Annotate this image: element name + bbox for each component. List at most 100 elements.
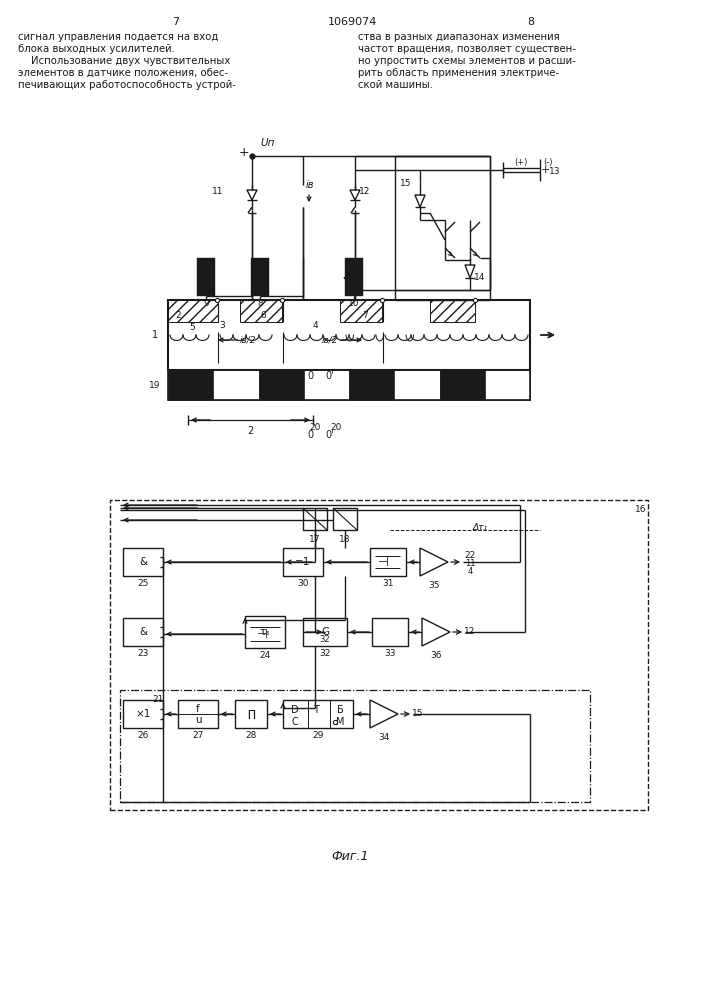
Bar [197, 258, 215, 296]
Bar [168, 370, 214, 400]
Text: 34: 34 [378, 732, 390, 742]
Text: u: u [194, 715, 201, 725]
Text: 20: 20 [310, 424, 321, 432]
Text: 31: 31 [382, 580, 394, 588]
Text: печивающих работоспособность устрой-: печивающих работоспособность устрой- [18, 80, 236, 90]
Bar [430, 300, 475, 322]
Bar [123, 548, 163, 576]
Text: (-): (-) [543, 157, 553, 166]
Text: 25: 25 [137, 580, 148, 588]
Text: ства в разных диапазонах изменения: ства в разных диапазонах изменения [358, 32, 560, 42]
Bar [240, 300, 282, 322]
Text: M: M [336, 717, 344, 727]
Text: 3: 3 [219, 322, 225, 330]
Text: Uп: Uп [261, 138, 275, 148]
Text: Δτ₁: Δτ₁ [472, 522, 488, 532]
Text: блока выходных усилителей.: блока выходных усилителей. [18, 44, 175, 54]
Text: 6: 6 [260, 312, 266, 320]
Text: ∏: ∏ [247, 709, 255, 719]
Text: Б: Б [337, 705, 344, 715]
Text: &: & [139, 557, 147, 567]
Text: 22: 22 [464, 550, 476, 560]
Text: 0: 0 [307, 430, 313, 440]
Bar [340, 300, 382, 322]
Text: 2: 2 [175, 312, 181, 320]
Bar [283, 548, 323, 576]
Text: 15: 15 [400, 178, 411, 188]
Text: 33: 33 [384, 650, 396, 658]
Bar [349, 370, 395, 400]
Text: Использование двух чувствительных: Использование двух чувствительных [18, 56, 230, 66]
Text: (+): (+) [514, 157, 527, 166]
Bar [303, 618, 347, 646]
Text: G: G [321, 627, 329, 637]
Text: T: T [313, 705, 319, 715]
Text: 32: 32 [320, 635, 330, 644]
Text: 1: 1 [152, 330, 158, 340]
Text: 0: 0 [307, 371, 313, 381]
Bar [245, 616, 285, 648]
Text: Фиг.1: Фиг.1 [332, 850, 369, 862]
Text: 15: 15 [412, 710, 423, 718]
Bar [259, 370, 304, 400]
Text: 7: 7 [362, 312, 368, 320]
Bar [395, 370, 440, 400]
Bar [304, 370, 349, 400]
Text: 16: 16 [636, 506, 647, 514]
Text: 2: 2 [247, 426, 253, 436]
Text: iв: iв [305, 180, 314, 190]
Text: =1: =1 [296, 557, 310, 567]
Text: 18: 18 [339, 534, 351, 544]
Text: 36: 36 [431, 650, 442, 660]
Text: 30: 30 [297, 580, 309, 588]
Text: 23: 23 [137, 650, 148, 658]
Text: ской машины.: ской машины. [358, 80, 433, 90]
Text: 19: 19 [149, 380, 160, 389]
Bar [120, 690, 590, 802]
Text: 11: 11 [464, 560, 475, 568]
Bar [123, 700, 163, 728]
Bar [333, 508, 357, 530]
Text: ⊣: ⊣ [257, 628, 267, 641]
Text: 27: 27 [192, 732, 204, 740]
Text: 0': 0' [326, 371, 334, 381]
Text: элементов в датчике положения, обес-: элементов в датчике положения, обес- [18, 68, 228, 78]
Bar [123, 618, 163, 646]
Text: 29: 29 [312, 732, 324, 740]
Bar [251, 258, 269, 296]
Text: 8: 8 [257, 300, 263, 308]
Text: +: + [540, 165, 549, 175]
Text: 12: 12 [464, 628, 476, 637]
Text: &: & [139, 627, 147, 637]
Text: 4: 4 [312, 322, 318, 330]
Text: 8: 8 [527, 17, 534, 27]
Text: 28: 28 [245, 732, 257, 740]
Text: 4: 4 [467, 568, 472, 576]
Text: 10: 10 [349, 300, 360, 308]
Text: частот вращения, позволяет существен-: частот вращения, позволяет существен- [358, 44, 576, 54]
Bar [283, 700, 353, 728]
Text: 24: 24 [259, 652, 271, 660]
Bar [370, 548, 406, 576]
Bar [214, 370, 259, 400]
Text: ×1: ×1 [135, 709, 151, 719]
Text: рить область применения электриче-: рить область применения электриче- [358, 68, 559, 78]
Text: C: C [291, 717, 298, 727]
Text: 13: 13 [549, 167, 561, 176]
Text: 11: 11 [212, 188, 223, 196]
Bar [485, 370, 530, 400]
Text: ⊣: ⊣ [378, 556, 388, 568]
Text: 26: 26 [137, 732, 148, 740]
Text: 7: 7 [173, 17, 180, 27]
Bar [235, 700, 267, 728]
Text: -: - [496, 165, 500, 175]
Bar [440, 370, 485, 400]
Text: 0': 0' [326, 430, 334, 440]
Text: 12: 12 [359, 188, 370, 196]
Text: +: + [239, 145, 250, 158]
Bar [168, 370, 530, 400]
Text: 32: 32 [320, 650, 331, 658]
Text: сигнал управления подается на вход: сигнал управления подается на вход [18, 32, 218, 42]
Text: τ₃: τ₃ [259, 627, 270, 637]
Text: D: D [291, 705, 299, 715]
